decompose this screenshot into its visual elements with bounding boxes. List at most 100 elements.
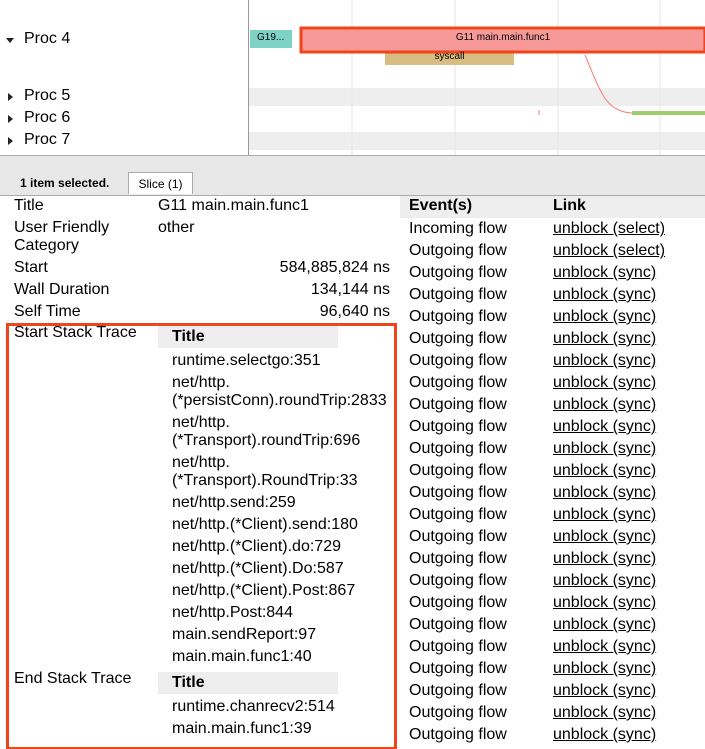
event-type: Outgoing flow xyxy=(409,550,507,567)
slice-label: G11 main.main.func1 xyxy=(455,32,551,43)
event-type: Outgoing flow xyxy=(409,286,507,303)
event-link[interactable]: unblock (sync) xyxy=(553,660,657,677)
event-link[interactable]: unblock (select) xyxy=(553,242,666,259)
row-stripe xyxy=(249,132,705,150)
stack-frame: runtime.chanrecv2:514 xyxy=(172,698,335,715)
stack-frame: net/http.​(*Client).send:180 xyxy=(172,516,358,533)
event-link[interactable]: unblock (sync) xyxy=(553,506,657,523)
event-link[interactable]: unblock (sync) xyxy=(553,330,657,347)
slice-label: G19... xyxy=(257,32,285,43)
event-type: Outgoing flow xyxy=(409,682,507,699)
expand-arrow[interactable] xyxy=(6,38,14,43)
event-link[interactable]: unblock (sync) xyxy=(553,286,657,303)
slice[interactable] xyxy=(299,26,705,54)
tab[interactable]: Slice (1) xyxy=(128,172,193,194)
detail-label: Self Time xyxy=(14,303,81,320)
stack-frame: net/http.​(*Transport).roundTrip:696 xyxy=(172,414,361,449)
detail-value: 584,885,824 ns xyxy=(279,259,390,276)
highlight-box xyxy=(6,323,397,749)
event-link[interactable]: unblock (sync) xyxy=(553,704,657,721)
stack-frame: net/http.​(*Transport).RoundTrip:33 xyxy=(172,454,358,489)
stack-label: Start Stack Trace xyxy=(14,324,137,341)
stack-header: Title xyxy=(158,326,338,348)
expand-arrow[interactable] xyxy=(8,115,13,123)
event-link[interactable]: unblock (select) xyxy=(553,220,666,237)
table-header: Link xyxy=(553,197,586,214)
proc-label[interactable]: Proc 6 xyxy=(24,109,71,126)
stack-frame: net/http.send:259 xyxy=(172,494,296,511)
event-type: Outgoing flow xyxy=(409,264,507,281)
event-link[interactable]: unblock (sync) xyxy=(553,352,657,369)
event-type: Outgoing flow xyxy=(409,726,507,743)
stack-frame: net/http.​(*Client).Post:867 xyxy=(172,582,356,599)
event-link[interactable]: unblock (sync) xyxy=(553,726,657,743)
detail-label: Start xyxy=(14,259,48,276)
stack-header: Title xyxy=(158,672,338,694)
stack-frame: main.main.func1:39 xyxy=(172,720,312,737)
event-link[interactable]: unblock (sync) xyxy=(553,616,657,633)
tab-bar xyxy=(0,155,705,195)
divider xyxy=(0,195,705,196)
event-type: Outgoing flow xyxy=(409,308,507,325)
event-type: Outgoing flow xyxy=(409,528,507,545)
stack-frame: runtime.selectgo:351 xyxy=(172,352,321,369)
stack-label: End Stack Trace xyxy=(14,670,132,687)
event-type: Outgoing flow xyxy=(409,396,507,413)
slice-label: syscall xyxy=(434,51,465,62)
event-link[interactable]: unblock (sync) xyxy=(553,396,657,413)
stack-frame: net/http.​(*persistConn).roundTrip:2833 xyxy=(172,374,387,409)
status-text: 1 item selected. xyxy=(20,176,110,190)
event-link[interactable]: unblock (sync) xyxy=(553,418,657,435)
event-link[interactable]: unblock (sync) xyxy=(553,572,657,589)
detail-value: 96,640 ns xyxy=(319,303,390,320)
slice[interactable] xyxy=(632,111,705,115)
event-link[interactable]: unblock (sync) xyxy=(553,682,657,699)
event-type: Outgoing flow xyxy=(409,484,507,501)
event-link[interactable]: unblock (sync) xyxy=(553,484,657,501)
event-link[interactable]: unblock (sync) xyxy=(553,308,657,325)
event-link[interactable]: unblock (sync) xyxy=(553,462,657,479)
stack-frame: main.sendReport:97 xyxy=(172,626,317,643)
event-link[interactable]: unblock (sync) xyxy=(553,440,657,457)
stack-frames: runtime.selectgo:351 net/http.​(*persistC… xyxy=(172,350,390,668)
event-link[interactable]: unblock (sync) xyxy=(553,528,657,545)
proc-label[interactable]: Proc 5 xyxy=(24,87,71,104)
event-type: Outgoing flow xyxy=(409,418,507,435)
event-link[interactable]: unblock (sync) xyxy=(553,638,657,655)
event-type: Outgoing flow xyxy=(409,660,507,677)
proc-label[interactable]: Proc 4 xyxy=(24,30,71,47)
timeline xyxy=(6,0,705,155)
event-type: Outgoing flow xyxy=(409,572,507,589)
event-link[interactable]: unblock (sync) xyxy=(553,374,657,391)
table-header-bg xyxy=(400,196,705,218)
event-type: Incoming flow xyxy=(409,220,507,237)
event-type: Outgoing flow xyxy=(409,506,507,523)
event-type: Outgoing flow xyxy=(409,440,507,457)
proc-label[interactable]: Proc 7 xyxy=(24,131,71,148)
event-link[interactable]: unblock (sync) xyxy=(553,550,657,567)
event-type: Outgoing flow xyxy=(409,374,507,391)
slice[interactable] xyxy=(250,30,292,48)
event-type: Outgoing flow xyxy=(409,330,507,347)
event-type: Outgoing flow xyxy=(409,616,507,633)
expand-arrow[interactable] xyxy=(8,137,13,145)
detail-label: User Friendly Category xyxy=(14,219,110,254)
event-type: Outgoing flow xyxy=(409,462,507,479)
event-link[interactable]: unblock (sync) xyxy=(553,264,657,281)
event-type: Outgoing flow xyxy=(409,704,507,721)
stack-frames: runtime.chanrecv2:514 main.main.func1:39 xyxy=(172,696,390,740)
stack-frame: net/http.​(*Client).do:729 xyxy=(172,538,341,555)
table-header: Event(s) xyxy=(409,197,473,214)
event-type: Outgoing flow xyxy=(409,638,507,655)
detail-value: other xyxy=(158,219,195,236)
expand-arrow[interactable] xyxy=(8,93,13,101)
event-type: Outgoing flow xyxy=(409,352,507,369)
event-type: Outgoing flow xyxy=(409,594,507,611)
stack-frame: main.main.func1:40 xyxy=(172,648,312,665)
event-type: Outgoing flow xyxy=(409,242,507,259)
event-link[interactable]: unblock (sync) xyxy=(553,594,657,611)
detail-label: Wall Duration xyxy=(14,281,110,298)
detail-value: G11 main.main.func1 xyxy=(158,197,309,214)
row-stripe xyxy=(249,88,705,106)
